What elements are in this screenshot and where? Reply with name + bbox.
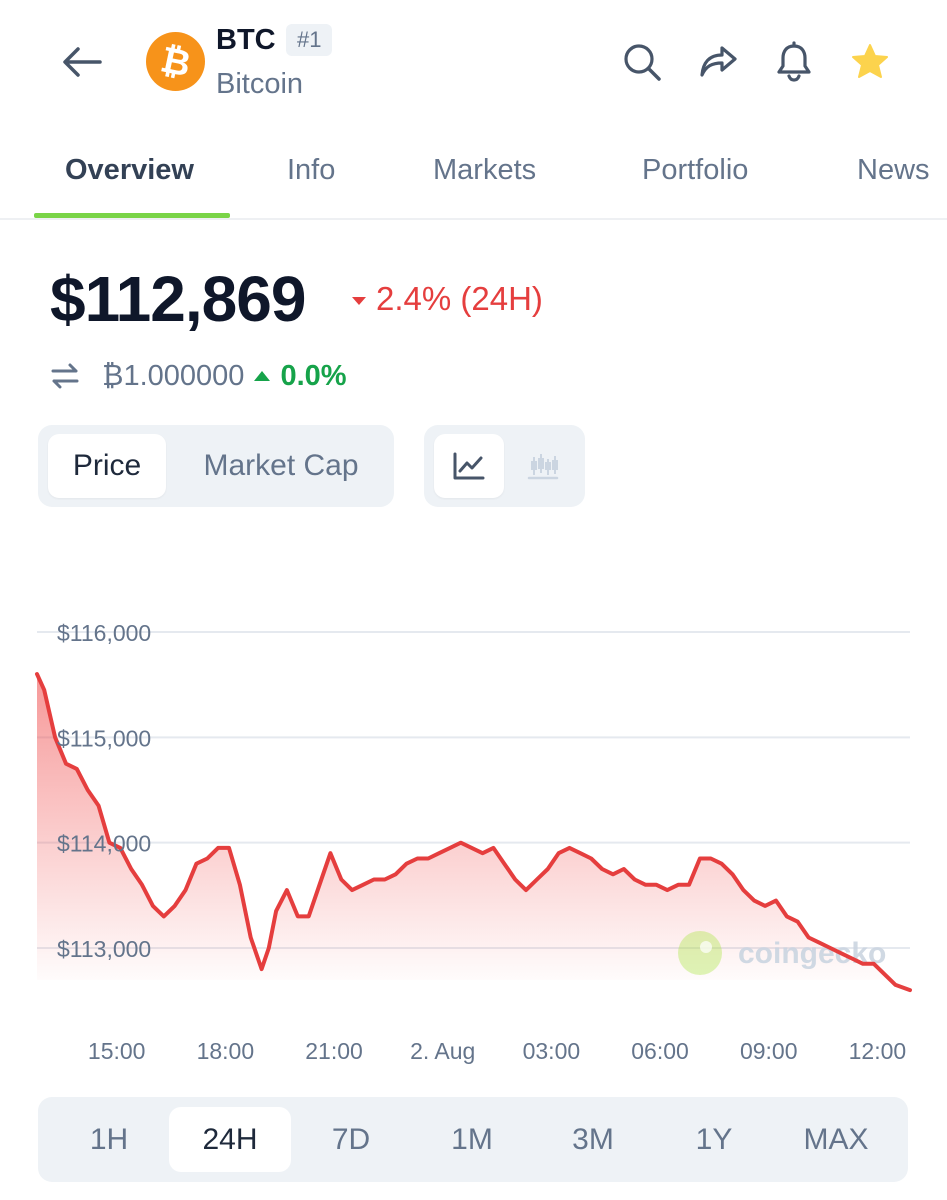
active-tab-indicator	[34, 213, 230, 218]
back-arrow-icon	[63, 47, 102, 77]
bell-icon	[777, 41, 811, 82]
y-tick-label: $113,000	[57, 936, 151, 962]
x-tick-label: 06:00	[631, 1038, 689, 1064]
caret-up-icon	[254, 371, 271, 381]
y-tick-label: $116,000	[57, 620, 151, 646]
price-area-fill	[37, 674, 910, 991]
price-line	[35, 672, 912, 993]
candlestick-button[interactable]	[508, 434, 578, 498]
market-cap-toggle-button[interactable]: Market Cap	[203, 449, 359, 482]
tab-info[interactable]: Info	[287, 154, 336, 186]
range-7d-button[interactable]: 7D	[331, 1122, 371, 1156]
range-max-button[interactable]: MAX	[803, 1122, 869, 1156]
x-tick-label: 2. Aug	[410, 1038, 475, 1064]
star-icon	[852, 44, 888, 78]
tab-news[interactable]: News	[857, 154, 930, 186]
range-1y-button[interactable]: 1Y	[695, 1122, 733, 1156]
y-tick-label: $115,000	[57, 725, 151, 751]
btc-change: 0.0%	[254, 359, 347, 393]
x-tick-label: 18:00	[197, 1038, 255, 1064]
x-tick-label: 09:00	[740, 1038, 798, 1064]
watchlist-button[interactable]	[846, 38, 894, 86]
x-tick-label: 03:00	[523, 1038, 581, 1064]
share-button[interactable]	[694, 38, 742, 86]
search-icon	[624, 44, 661, 81]
range-1h-button[interactable]: 1H	[89, 1122, 129, 1156]
range-1m-button[interactable]: 1M	[451, 1122, 493, 1156]
swap-arrows-icon	[51, 363, 79, 389]
time-range-selector: 1H 24H 7D 1M 3M 1Y MAX	[38, 1097, 908, 1182]
search-button[interactable]	[618, 38, 666, 86]
x-tick-label: 15:00	[88, 1038, 146, 1064]
bitcoin-logo: ₿	[146, 32, 205, 91]
line-chart-icon	[453, 452, 485, 480]
btc-change-text: 0.0%	[280, 359, 347, 392]
btc-conversion-row: ₿1.000000 0.0%	[50, 356, 347, 396]
range-24h-button[interactable]: 24H	[169, 1107, 291, 1172]
line-chart-button[interactable]	[434, 434, 504, 498]
back-button[interactable]	[58, 40, 106, 84]
tab-portfolio[interactable]: Portfolio	[642, 154, 749, 186]
rank-badge: #1	[286, 24, 333, 56]
coingecko-logo-icon	[678, 931, 722, 975]
x-tick-label: 21:00	[305, 1038, 363, 1064]
app-header: ₿ BTC #1 Bitcoin	[0, 0, 947, 125]
caret-down-icon	[352, 297, 366, 305]
current-price: $112,869	[50, 263, 306, 335]
tab-bar: Overview Info Markets Portfolio News	[0, 140, 947, 220]
price-change-text: 2.4% (24H)	[376, 280, 543, 317]
coingecko-watermark: coingecko	[678, 931, 886, 975]
x-tick-label: 12:00	[849, 1038, 907, 1064]
y-tick-label: $114,000	[57, 831, 151, 857]
bitcoin-logo-glyph: ₿	[156, 37, 195, 85]
share-icon	[700, 46, 737, 77]
price-chart[interactable]: coingecko $116,000 $115,000 $114,000 $113,0…	[0, 560, 947, 1080]
tab-markets[interactable]: Markets	[433, 154, 537, 186]
tab-overview[interactable]: Overview	[65, 154, 194, 186]
alert-button[interactable]	[770, 38, 818, 86]
price-change-24h: 2.4% (24H)	[352, 280, 543, 318]
chart-type-toggle	[424, 425, 585, 507]
coin-name: Bitcoin	[216, 68, 304, 100]
price-chart-svg: coingecko $116,000 $115,000 $114,000 $113,0…	[35, 620, 912, 1064]
range-3m-button[interactable]: 3M	[572, 1122, 614, 1156]
price-toggle-button[interactable]: Price	[48, 434, 166, 498]
btc-value: ₿1.000000	[102, 359, 245, 392]
metric-toggle: Price Market Cap	[38, 425, 394, 507]
coin-symbol: BTC	[216, 24, 276, 56]
candlestick-icon	[527, 454, 559, 480]
